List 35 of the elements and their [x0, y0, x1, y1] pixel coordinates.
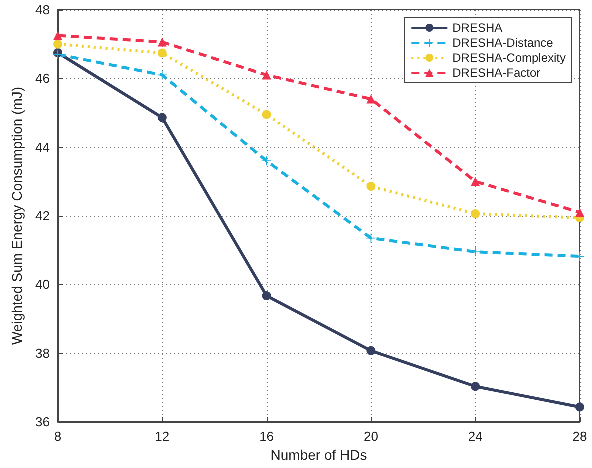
point	[158, 48, 167, 58]
y-tick-label: 44	[36, 140, 50, 155]
point	[471, 209, 480, 218]
y-tick-label: 48	[36, 2, 50, 18]
x-tick-label: 16	[260, 429, 274, 444]
legend-label: DRESHA-Factor	[452, 66, 541, 80]
point	[262, 292, 272, 300]
point	[576, 208, 584, 218]
y-tick-label: 40	[36, 277, 50, 292]
point	[262, 110, 272, 120]
point	[54, 40, 62, 49]
legend-label: DRESHA	[452, 21, 503, 35]
point	[366, 94, 376, 104]
x-axis-title: Number of HDs	[270, 446, 368, 463]
point	[366, 182, 376, 191]
legend-label: DRESHA-Distance	[452, 36, 554, 50]
y-tick-label: 38	[36, 346, 50, 361]
point	[471, 382, 480, 392]
y-tick-label: 42	[36, 208, 50, 224]
point	[366, 346, 376, 356]
point	[471, 177, 480, 186]
point	[54, 31, 62, 40]
point	[576, 402, 584, 412]
point	[262, 70, 272, 80]
point	[158, 38, 167, 47]
y-tick-label: 36	[36, 414, 50, 430]
y-tick-label: 46	[36, 71, 50, 86]
x-tick-label: 12	[155, 429, 170, 444]
x-tick-label: 8	[54, 429, 62, 444]
x-tick-label: 28	[572, 429, 588, 444]
legend-label: DRESHA-Complexity	[452, 51, 566, 65]
x-tick-label: 20	[364, 429, 378, 444]
x-tick-label: 24	[468, 429, 483, 444]
y-axis-title: Weighted Sum Energy Consumption (mJ)	[9, 86, 25, 346]
point	[158, 113, 167, 122]
